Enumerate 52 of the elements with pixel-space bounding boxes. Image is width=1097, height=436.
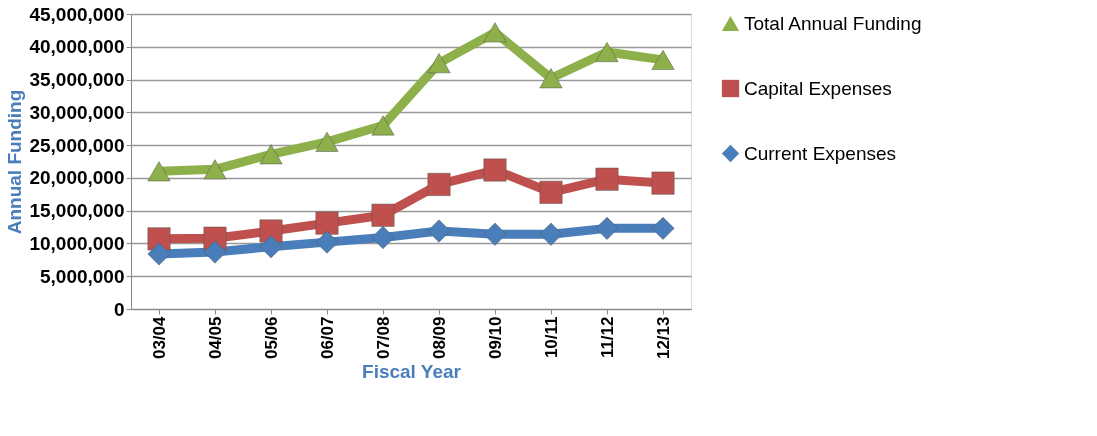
point [203, 159, 227, 180]
point [651, 171, 675, 195]
y-tick-label: 45,000,000 [29, 3, 125, 25]
legend-label: Current Expenses [744, 142, 897, 164]
y-axis-title: Annual Funding [4, 89, 26, 235]
point [371, 226, 395, 249]
y-tick-label: 30,000,000 [29, 101, 125, 123]
point [315, 131, 339, 152]
x-axis-title: Fiscal Year [362, 361, 462, 383]
point [595, 42, 619, 62]
point [147, 242, 171, 266]
legend-label: Total Annual Funding [744, 12, 922, 34]
y-tick-label: 35,000,000 [29, 69, 125, 91]
point [371, 115, 395, 136]
point [539, 68, 563, 89]
x-tick-label: 03/04 [149, 315, 169, 360]
y-tick-label: 15,000,000 [29, 200, 125, 222]
point [315, 211, 339, 235]
point [651, 216, 675, 240]
point [483, 22, 507, 43]
point [427, 173, 451, 196]
x-tick-label: 09/10 [485, 316, 505, 360]
x-tick-label: 08/09 [429, 316, 449, 360]
point [483, 158, 507, 182]
point [315, 230, 339, 254]
x-tick-label: 11/12 [597, 316, 617, 359]
point [427, 219, 451, 243]
point [483, 222, 507, 246]
legend-label: Capital Expenses [744, 77, 892, 99]
point [259, 235, 283, 259]
y-tick-label: 40,000,000 [29, 36, 125, 58]
point [539, 222, 563, 246]
y-tick-label: 5,000,000 [39, 265, 125, 287]
y-tick-label: 25,000,000 [29, 134, 125, 156]
point [427, 53, 451, 74]
y-tick-label: 10,000,000 [29, 232, 125, 254]
point [651, 49, 675, 70]
x-tick-label: 07/08 [373, 316, 393, 360]
x-tick-label: 06/07 [317, 316, 337, 360]
x-tick-label: 12/13 [653, 316, 673, 360]
point [203, 240, 227, 264]
point [371, 203, 395, 227]
point [259, 144, 283, 165]
y-tick-label: 20,000,000 [29, 167, 125, 189]
point [539, 180, 563, 204]
x-tick-label: 10/11 [541, 316, 561, 359]
point [147, 161, 171, 182]
point [595, 216, 619, 240]
x-tick-label: 04/05 [205, 316, 225, 360]
point [595, 167, 619, 191]
y-tick-label: 0 [113, 298, 125, 320]
x-tick-label: 05/06 [261, 316, 281, 360]
